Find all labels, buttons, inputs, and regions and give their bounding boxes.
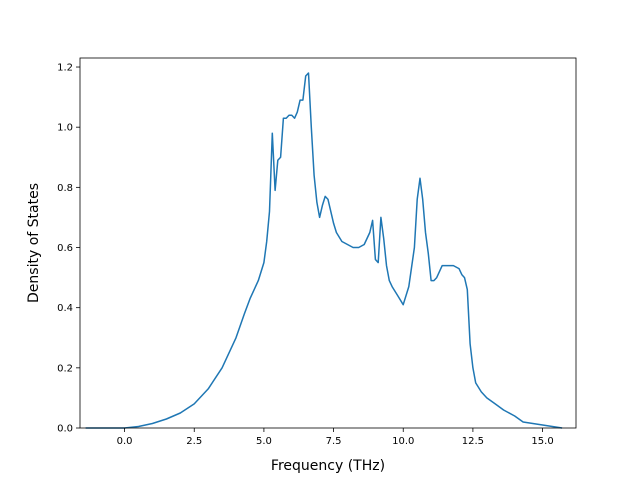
x-tick-label: 2.5	[186, 436, 202, 447]
y-tick-label: 0.6	[57, 243, 73, 254]
x-tick-label: 15.0	[531, 436, 553, 447]
y-tick-label: 0.8	[57, 183, 73, 194]
y-axis-label: Density of States	[26, 183, 42, 303]
y-tick-label: 1.0	[57, 123, 73, 134]
y-tick-label: 1.2	[57, 63, 73, 74]
x-axis-ticks: 0.0 2.5 5.0 7.5 10.0 12.5 15.0	[117, 428, 554, 447]
x-tick-label: 0.0	[117, 436, 133, 447]
plot-area	[80, 58, 576, 428]
y-tick-label: 0.4	[57, 303, 73, 314]
y-axis-ticks: 0.0 0.2 0.4 0.6 0.8 1.0 1.2	[57, 63, 80, 435]
x-tick-label: 5.0	[256, 436, 272, 447]
x-tick-label: 7.5	[326, 436, 342, 447]
x-axis-label: Frequency (THz)	[271, 458, 385, 474]
series-layer	[85, 72, 563, 429]
y-tick-label: 0.0	[57, 424, 73, 435]
plot-frame	[79, 57, 577, 429]
x-tick-label: 12.5	[462, 436, 484, 447]
y-tick-label: 0.2	[57, 363, 73, 374]
x-tick-label: 10.0	[392, 436, 414, 447]
dos-series-line	[85, 72, 563, 429]
